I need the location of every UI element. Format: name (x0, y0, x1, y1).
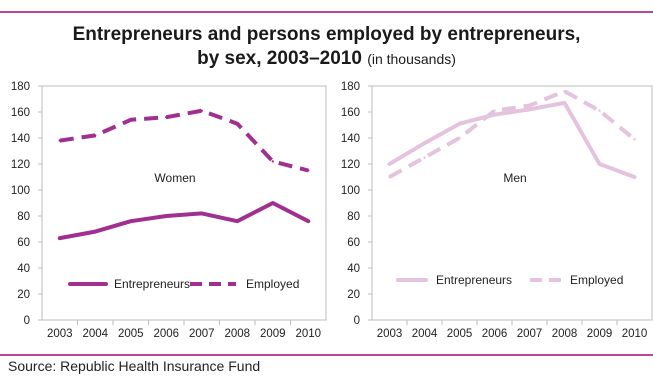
men-xtick-label: 2007 (517, 328, 543, 340)
women-point-entrepreneurs (129, 220, 132, 223)
men-xtick-label: 2009 (587, 328, 613, 340)
men-point-entrepreneurs (633, 175, 636, 179)
women-xtick-label: 2006 (153, 328, 179, 340)
women-ytick-label: 60 (17, 237, 30, 249)
women-point-entrepreneurs (307, 220, 310, 223)
men-series-entrepreneurs (387, 100, 637, 179)
title-line-2-main: by sex, 2003–2010 (197, 48, 362, 69)
women-xtick-label: 2005 (118, 328, 144, 340)
men-point-entrepreneurs (493, 113, 496, 116)
women-series-employed (59, 108, 309, 173)
men-ytick-label: 120 (341, 159, 360, 171)
men-xtick-label: 2004 (412, 328, 438, 340)
women-point-employed (271, 160, 274, 163)
women-point-entrepreneurs (271, 201, 274, 205)
men-point-employed (633, 138, 636, 141)
women-point-entrepreneurs (200, 212, 203, 215)
women-legend-label-employed: Employed (246, 277, 299, 291)
men-ytick-label: 180 (341, 81, 360, 93)
women-ytick-label: 0 (24, 315, 30, 327)
women-point-employed (165, 116, 168, 119)
source-note: Source: Republic Health Insurance Fund (8, 358, 261, 374)
men-ytick-label: 60 (347, 237, 360, 249)
women-point-entrepreneurs (94, 230, 97, 233)
men-point-entrepreneurs (423, 142, 426, 145)
women-ytick-label: 160 (11, 107, 30, 119)
men-point-entrepreneurs (563, 101, 566, 105)
men-point-employed (423, 156, 426, 159)
women-ytick-label: 20 (17, 289, 30, 301)
men-ytick-label: 160 (341, 107, 360, 119)
women-xtick-label: 2009 (260, 328, 286, 340)
women-xtick-label: 2007 (189, 328, 215, 340)
women-point-employed (129, 118, 132, 122)
women-point-employed (94, 134, 97, 137)
women-legend-label-entrepreneurs: Entrepreneurs (114, 277, 190, 291)
men-ytick-label: 100 (341, 185, 360, 197)
men-point-entrepreneurs (528, 108, 531, 111)
women-point-entrepreneurs (165, 214, 168, 218)
top-rule (0, 11, 653, 13)
men-point-entrepreneurs (458, 122, 461, 125)
women-ytick-label: 140 (11, 133, 30, 145)
men-ytick-label: 20 (347, 289, 360, 301)
men-ytick-label: 140 (341, 133, 360, 145)
men-series-employed (388, 89, 636, 179)
women-point-entrepreneurs (58, 236, 61, 240)
women-xtick-label: 2003 (47, 328, 73, 340)
women-ytick-label: 80 (17, 211, 30, 223)
men-xtick-label: 2008 (552, 328, 578, 340)
women-xtick-label: 2004 (82, 328, 108, 340)
women-panel-label: Women (154, 171, 195, 185)
men-ytick-label: 40 (347, 263, 360, 275)
women-ytick-label: 180 (11, 81, 30, 93)
women-ytick-label: 120 (11, 159, 30, 171)
men-ytick-label: 0 (354, 315, 360, 327)
men-xtick-label: 2006 (482, 328, 508, 340)
title-line-2: by sex, 2003–2010 (in thousands) (0, 47, 653, 71)
women-point-employed (58, 139, 61, 142)
women-xtick-label: 2008 (224, 328, 250, 340)
men-xtick-label: 2003 (377, 328, 403, 340)
women-point-employed (200, 109, 203, 112)
men-panel-label: Men (503, 171, 526, 185)
men-ytick-label: 80 (347, 211, 360, 223)
men-point-employed (493, 109, 496, 112)
men-point-employed (388, 175, 391, 179)
title-unit-note: (in thousands) (367, 51, 456, 67)
women-series-entrepreneurs (57, 201, 311, 241)
men-point-employed (598, 109, 601, 112)
men-point-employed (528, 104, 531, 107)
chart-title: Entrepreneurs and persons employed by en… (0, 23, 653, 71)
title-line-1: Entrepreneurs and persons employed by en… (72, 24, 581, 45)
women-ytick-label: 40 (17, 263, 30, 275)
men-point-employed (458, 136, 461, 140)
women-point-employed (236, 122, 239, 125)
bottom-rule (0, 354, 653, 356)
men-xtick-label: 2010 (622, 328, 648, 340)
men-point-entrepreneurs (388, 162, 391, 166)
men-legend-label-entrepreneurs: Entrepreneurs (436, 273, 512, 287)
men-point-entrepreneurs (598, 162, 601, 166)
women-ytick-label: 100 (11, 185, 30, 197)
men-xtick-label: 2005 (447, 328, 473, 340)
women-xtick-label: 2010 (295, 328, 321, 340)
women-point-entrepreneurs (236, 220, 239, 223)
men-legend-label-employed: Employed (570, 273, 623, 287)
men-point-employed (563, 90, 566, 93)
women-point-employed (307, 169, 310, 172)
